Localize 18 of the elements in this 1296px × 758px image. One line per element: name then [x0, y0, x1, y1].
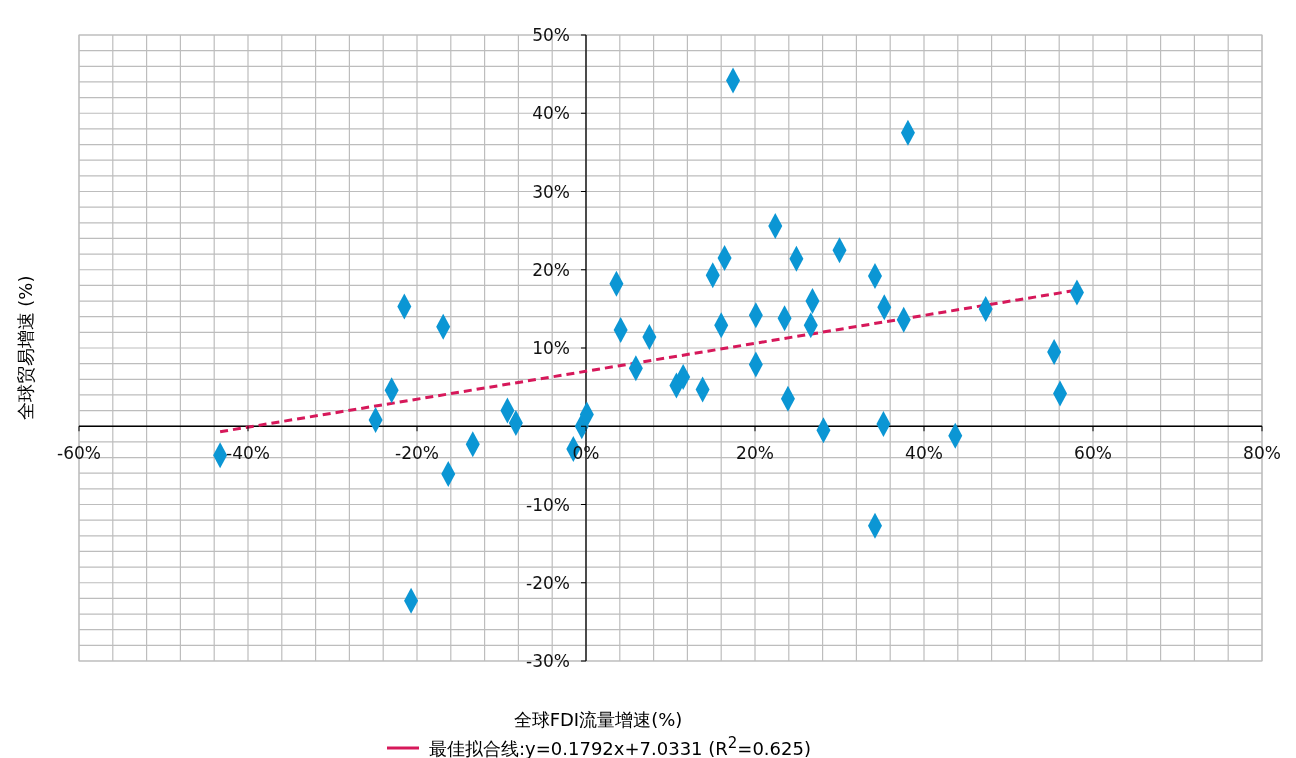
x-tick-label: -40%: [226, 443, 270, 464]
x-tick-label: -20%: [395, 443, 439, 464]
y-tick-label: 50%: [532, 25, 570, 45]
legend-label: 最佳拟合线:y=0.1792x+7.0331 (R$^{2}$=0.625): [429, 734, 811, 758]
x-tick-label: 60%: [1074, 443, 1112, 464]
y-axis-title: 全球贸易增速 (%): [14, 275, 37, 421]
x-axis-title: 全球FDI流量增速(%): [512, 708, 684, 732]
y-tick-label: 20%: [532, 259, 570, 280]
y-tick-label: 30%: [532, 181, 570, 202]
y-tick-label: 10%: [532, 338, 570, 358]
y-tick-label: -10%: [526, 494, 570, 515]
y-tick-label: -20%: [526, 572, 570, 593]
x-tick-label: -60%: [57, 443, 101, 464]
y-tick-label: 40%: [532, 103, 570, 124]
x-tick-label: 80%: [1243, 443, 1281, 464]
x-tick-label: 40%: [905, 443, 943, 464]
y-tick-label: -30%: [526, 651, 570, 671]
x-tick-label: 20%: [736, 443, 774, 464]
